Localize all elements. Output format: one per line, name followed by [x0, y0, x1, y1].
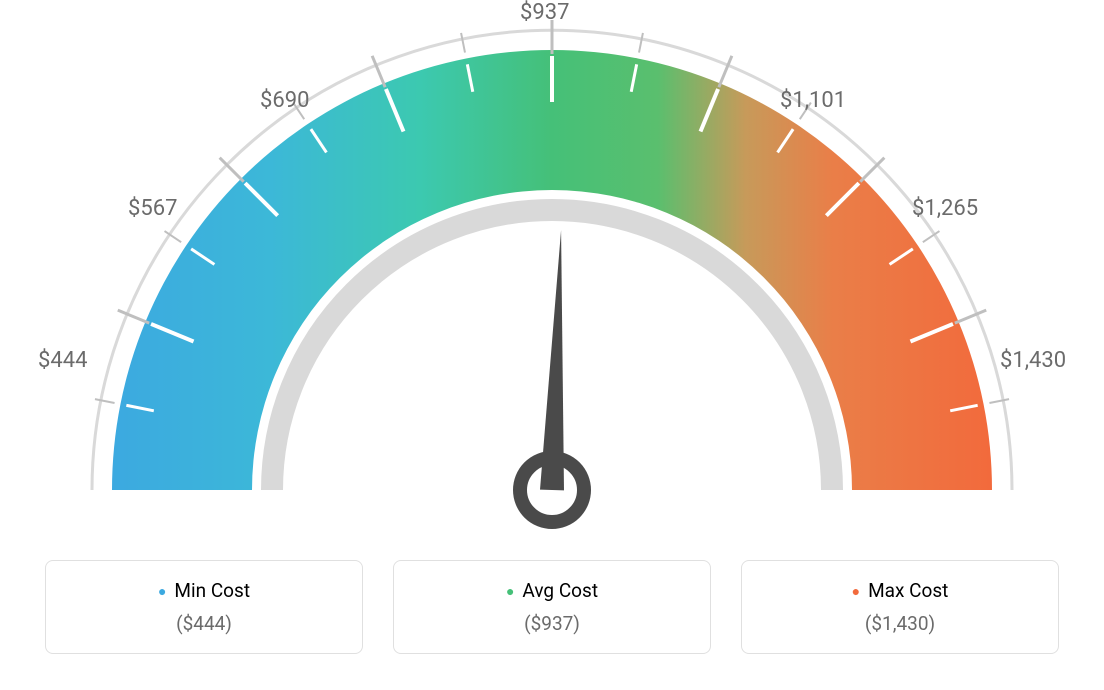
legend-card-avg: Avg Cost ($937) — [393, 560, 711, 654]
cost-gauge-container: $444 $567 $690 $937 $1,101 $1,265 $1,430 Min C… — [0, 0, 1104, 690]
legend-row: Min Cost ($444) Avg Cost ($937) Max Cost… — [0, 560, 1104, 654]
gauge-tick-label: $1,430 — [1000, 348, 1066, 373]
legend-card-max: Max Cost ($1,430) — [741, 560, 1059, 654]
gauge-tick-label: $567 — [128, 196, 177, 221]
legend-value-avg: ($937) — [404, 612, 700, 635]
gauge-tick-label: $690 — [260, 88, 309, 113]
gauge-tick-label: $1,101 — [780, 88, 846, 113]
legend-title-max: Max Cost — [852, 579, 949, 602]
gauge-chart: $444 $567 $690 $937 $1,101 $1,265 $1,430 — [0, 0, 1104, 560]
legend-card-min: Min Cost ($444) — [45, 560, 363, 654]
gauge-tick-label: $937 — [520, 0, 569, 25]
gauge-svg — [0, 0, 1104, 560]
legend-value-min: ($444) — [56, 612, 352, 635]
gauge-tick-label: $444 — [38, 348, 87, 373]
gauge-tick-label: $1,265 — [912, 196, 978, 221]
legend-value-max: ($1,430) — [752, 612, 1048, 635]
legend-title-min: Min Cost — [158, 579, 250, 602]
legend-title-avg: Avg Cost — [506, 579, 598, 602]
